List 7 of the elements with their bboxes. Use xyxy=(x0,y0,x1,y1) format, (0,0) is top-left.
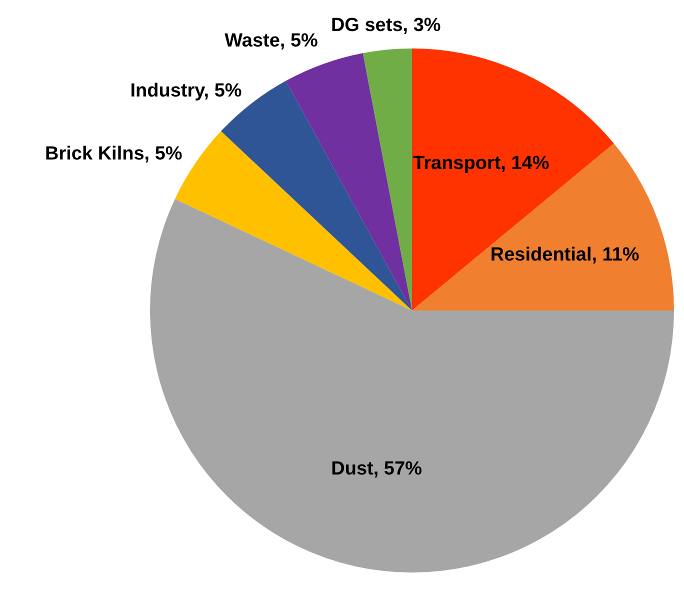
slice-label: DG sets, 3% xyxy=(330,15,441,36)
slice-label: Residential, 11% xyxy=(490,244,640,266)
slice-label: Brick Kilns, 5% xyxy=(45,144,182,165)
slice-label: Industry, 5% xyxy=(130,80,242,102)
slice-label: Dust, 57% xyxy=(331,458,422,480)
slice-label: Transport, 14% xyxy=(413,152,550,174)
slice-label: Waste, 5% xyxy=(224,30,318,52)
